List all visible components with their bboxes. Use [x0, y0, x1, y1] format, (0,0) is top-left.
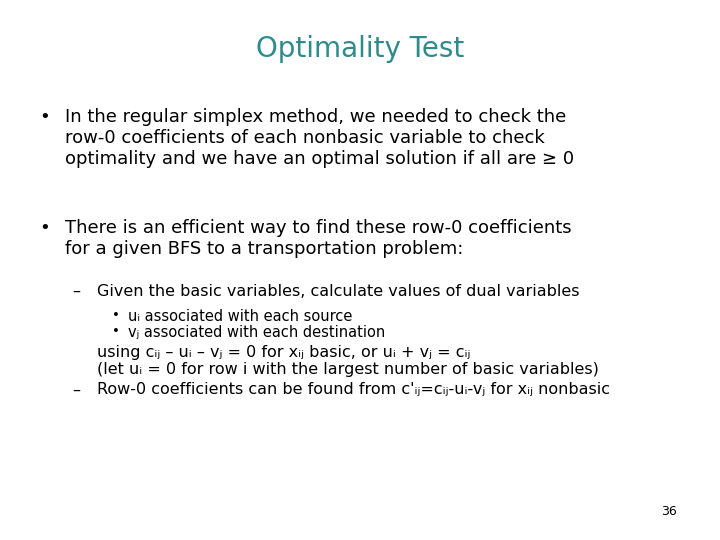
Text: •: •: [40, 219, 50, 237]
Text: •: •: [112, 325, 120, 338]
Text: vⱼ associated with each destination: vⱼ associated with each destination: [128, 325, 385, 340]
Text: Row-0 coefficients can be found from c'ᵢⱼ=cᵢⱼ-uᵢ-vⱼ for xᵢⱼ nonbasic: Row-0 coefficients can be found from c'ᵢ…: [97, 382, 611, 397]
Text: –: –: [72, 382, 80, 397]
Text: –: –: [72, 284, 80, 299]
Text: •: •: [40, 108, 50, 126]
Text: There is an efficient way to find these row-0 coefficients
for a given BFS to a : There is an efficient way to find these …: [65, 219, 572, 258]
Text: In the regular simplex method, we needed to check the
row-0 coefficients of each: In the regular simplex method, we needed…: [65, 108, 574, 167]
Text: (let uᵢ = 0 for row i with the largest number of basic variables): (let uᵢ = 0 for row i with the largest n…: [97, 362, 599, 377]
Text: Optimality Test: Optimality Test: [256, 35, 464, 63]
Text: uᵢ associated with each source: uᵢ associated with each source: [128, 309, 353, 324]
Text: •: •: [112, 309, 120, 322]
Text: 36: 36: [661, 505, 677, 518]
Text: Given the basic variables, calculate values of dual variables: Given the basic variables, calculate val…: [97, 284, 580, 299]
Text: using cᵢⱼ – uᵢ – vⱼ = 0 for xᵢⱼ basic, or uᵢ + vⱼ = cᵢⱼ: using cᵢⱼ – uᵢ – vⱼ = 0 for xᵢⱼ basic, o…: [97, 345, 471, 360]
